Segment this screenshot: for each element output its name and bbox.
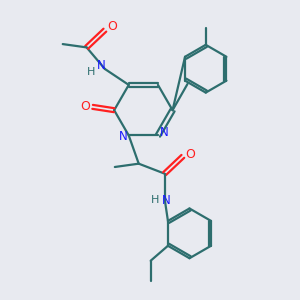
Text: N: N: [162, 194, 171, 207]
Text: H: H: [151, 195, 159, 205]
Text: O: O: [185, 148, 195, 161]
Text: N: N: [160, 126, 168, 139]
Text: O: O: [80, 100, 90, 113]
Text: H: H: [87, 67, 95, 77]
Text: N: N: [118, 130, 127, 142]
Text: N: N: [97, 59, 105, 72]
Text: O: O: [107, 20, 117, 33]
